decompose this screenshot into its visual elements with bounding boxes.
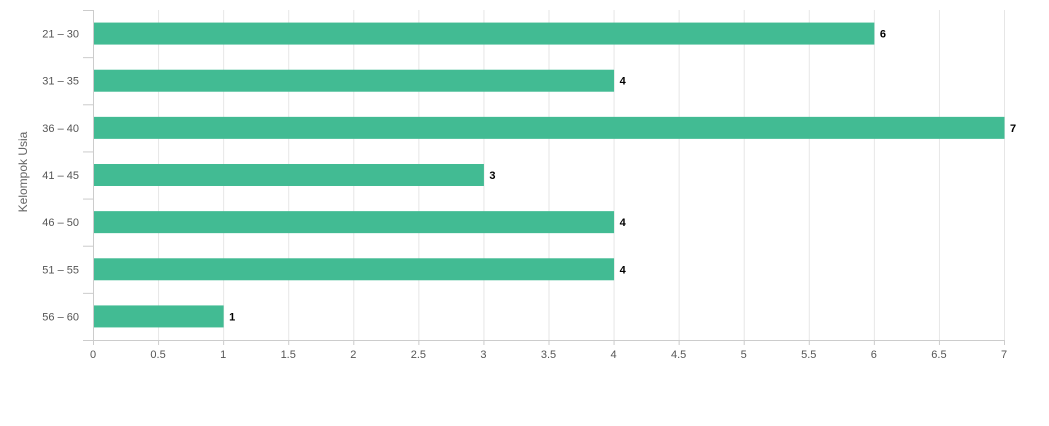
y-category-label: 51 – 55 (42, 264, 79, 276)
y-category-label: 36 – 40 (42, 123, 79, 135)
bar-value-label: 6 (880, 29, 886, 41)
x-tick-label: 5 (741, 349, 747, 361)
x-tick-label: 7 (1001, 349, 1007, 361)
x-tick-label: 4.5 (671, 349, 686, 361)
bar[interactable] (93, 22, 875, 45)
bar-value-label: 4 (620, 217, 627, 229)
x-tick-label: 1 (220, 349, 226, 361)
x-tick-label: 2 (350, 349, 356, 361)
y-category-label: 31 – 35 (42, 76, 79, 88)
x-tick-label: 0.5 (150, 349, 165, 361)
x-tick-label: 3 (480, 349, 486, 361)
bar[interactable] (93, 69, 615, 92)
bars (93, 22, 1005, 328)
y-category-label: 46 – 50 (42, 217, 79, 229)
y-category-label: 56 – 60 (42, 311, 79, 323)
x-tick-label: 4 (611, 349, 617, 361)
x-tick-label: 6.5 (931, 349, 946, 361)
bar-value-label: 4 (620, 76, 627, 88)
x-tick-label: 5.5 (801, 349, 816, 361)
y-tick-labels: 21 – 30 31 – 35 36 – 40 41 – 45 46 – 50 51 – … (42, 29, 79, 324)
x-tick-label: 2.5 (411, 349, 426, 361)
x-tick-label: 6 (871, 349, 877, 361)
x-tick-labels: 0 0.5 1 1.5 2 2.5 3 3.5 4 4.5 5 5.5 6 6.5 7 (90, 349, 1007, 361)
bar[interactable] (93, 258, 615, 281)
bar-value-label: 1 (229, 311, 235, 323)
bar-value-label: 7 (1010, 123, 1016, 135)
bar[interactable] (93, 211, 615, 234)
bar[interactable] (93, 305, 224, 328)
x-tick-label: 0 (90, 349, 96, 361)
axes (83, 10, 1005, 345)
x-tick-label: 1.5 (281, 349, 296, 361)
y-category-label: 21 – 30 (42, 29, 79, 41)
y-category-label: 41 – 45 (42, 170, 79, 182)
bar-value-label: 4 (620, 264, 627, 276)
y-axis-title: Kelompok Usia (16, 131, 30, 212)
bar[interactable] (93, 164, 484, 186)
bar[interactable] (93, 116, 1005, 139)
data-labels: 6 4 7 3 4 4 1 (229, 29, 1016, 324)
bar-value-label: 3 (489, 170, 495, 182)
x-tick-label: 3.5 (541, 349, 556, 361)
